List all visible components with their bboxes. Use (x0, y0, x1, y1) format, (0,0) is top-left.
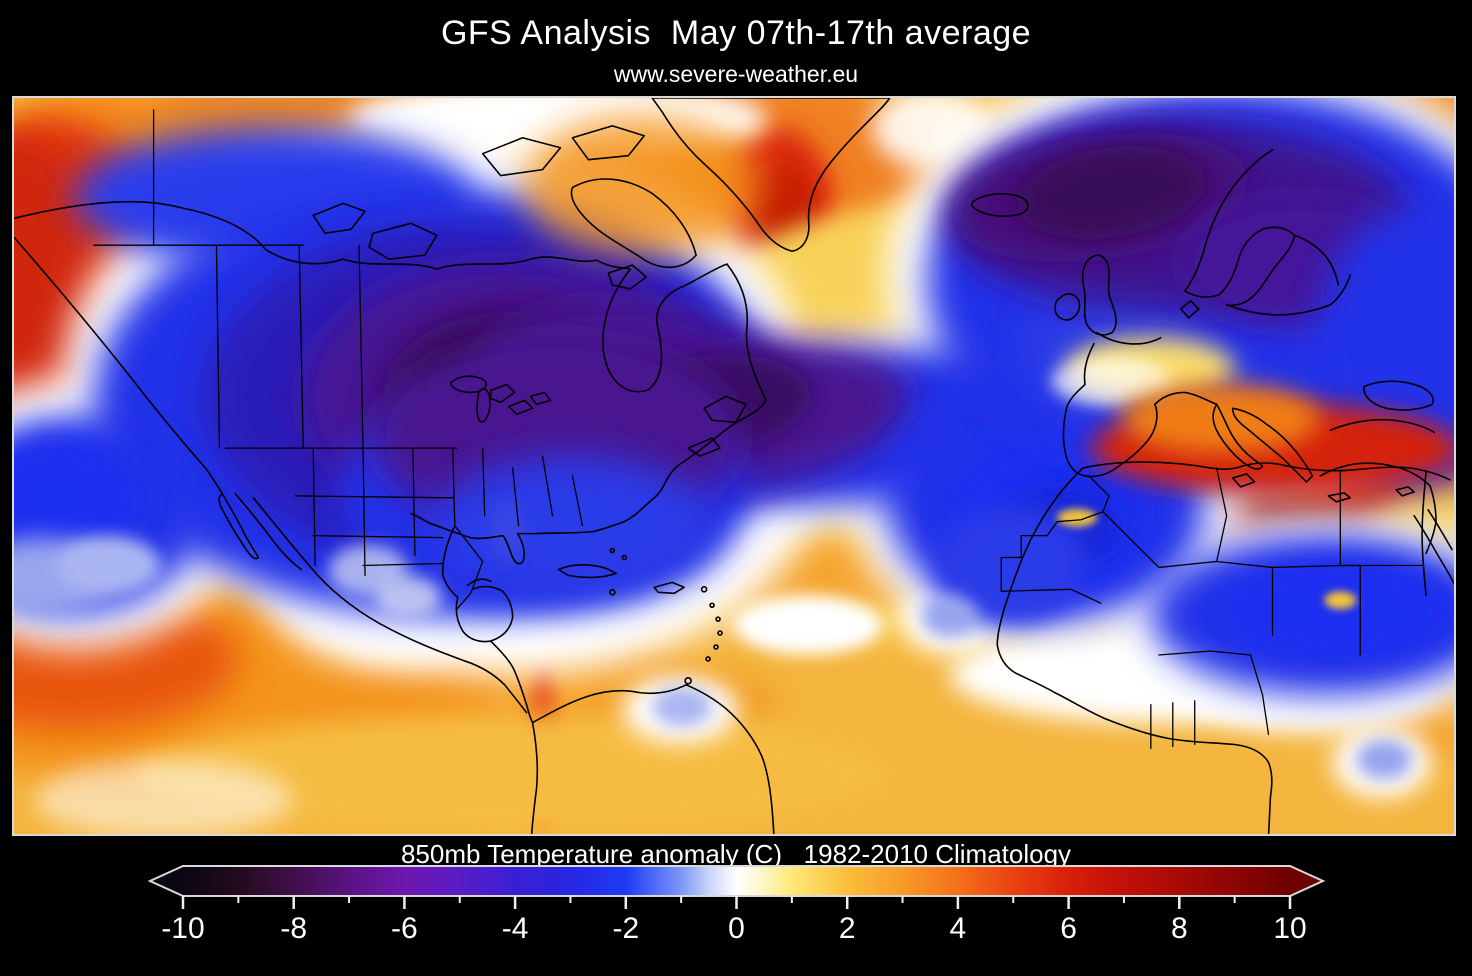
feature-italy-orange (1120, 383, 1321, 454)
coastlines (14, 98, 1454, 834)
feature-white-tropatlantic (733, 595, 883, 655)
feature-tropatlantic-lavender (921, 595, 978, 638)
feature-alaska-red-core (14, 132, 89, 392)
website-url: www.severe-weather.eu (613, 61, 859, 87)
feature-trinidad-lavender (652, 686, 713, 727)
colorbar-tick-label: -2 (612, 912, 639, 945)
feature-sahara-yellow-spot (1324, 591, 1357, 610)
feature-sahara-blue-core (1225, 558, 1454, 662)
anomaly-field (14, 98, 1454, 834)
page-title: GFS Analysis May 07th-17th average (440, 14, 1032, 52)
anomaly-map (12, 96, 1456, 836)
colorbar: -10 -8 -6 -4 -2 0 2 4 6 8 10 (0, 860, 1472, 950)
colorbar-tick-label: -6 (391, 912, 418, 945)
anomaly-map-svg (14, 98, 1454, 834)
feature-eastafrica-lavender (1356, 739, 1413, 780)
feature-white-negreenland (871, 98, 992, 168)
colorbar-tick-label: 4 (950, 912, 967, 945)
colorbar-tick-label: 8 (1171, 912, 1188, 945)
colorbar-gradient-bar (147, 865, 1326, 897)
colorbar-tick-label: 10 (1273, 912, 1306, 945)
colorbar-tick-label: 2 (839, 912, 856, 945)
feature-florida-blue (491, 498, 524, 563)
colorbar-tick-label: -8 (280, 912, 307, 945)
feature-white-bottomleft (33, 759, 294, 834)
feature-wafrica-coast-blue (936, 505, 1087, 626)
colorbar-tick-label: 6 (1060, 912, 1077, 945)
colorbar-tick-label: -4 (502, 912, 529, 945)
colorbar-label: 850mb Temperature anomaly (C) 1982-2010 … (400, 839, 1072, 869)
feature-bottom-gold-band (133, 714, 892, 834)
colorbar-svg: -10 -8 -6 -4 -2 0 2 4 6 8 10 (147, 865, 1326, 945)
feature-atlas-yellow-spot (1057, 508, 1097, 527)
feature-pacific-blue-core (14, 436, 141, 560)
feature-pacific-lavender-2 (56, 535, 161, 596)
feature-france-white (1051, 357, 1171, 406)
colorbar-tick-label: -10 (161, 912, 204, 945)
colorbar-tick-label: 0 (728, 912, 745, 945)
feature-mexico-lavender-2 (374, 575, 442, 620)
feature-norwegiansea-dark (1016, 146, 1205, 239)
